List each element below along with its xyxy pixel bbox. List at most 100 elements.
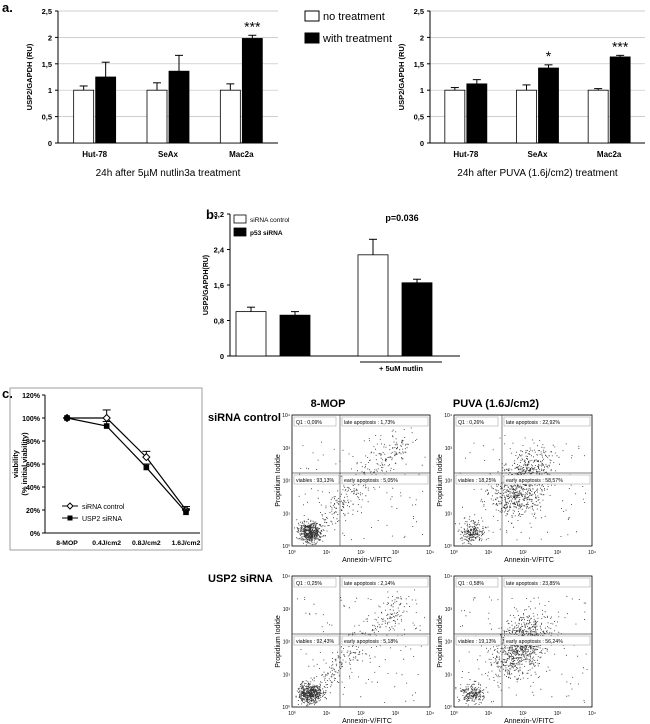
x-category-label: 0.4J/cm2 <box>92 540 121 547</box>
legend-swatch-no-treatment <box>304 10 320 22</box>
column-title: PUVA (1.6J/cm2) <box>453 398 540 410</box>
y-tick-label: 0,5 <box>414 113 424 122</box>
y-tick-label: 2,4 <box>214 246 225 255</box>
quadrant-label-q1: Q1 : 0,26% <box>458 420 484 426</box>
x-tick-label: 10⁰ <box>288 550 296 556</box>
y-tick-label: 1,6 <box>214 281 224 290</box>
x-tick-label: 10⁴ <box>426 550 434 556</box>
bar-with-treatment <box>168 70 190 144</box>
data-point-sirna-control <box>142 452 151 462</box>
y-tick-label: 10³ <box>283 607 291 613</box>
data-point-usp2-sirna <box>183 509 189 516</box>
panel-label-a: a. <box>2 0 13 15</box>
panel-label-b: b. <box>206 207 218 222</box>
x-category-label: Mac2a <box>229 150 254 159</box>
bar-with-treatment <box>95 76 117 144</box>
x-tick-label: 10¹ <box>485 711 493 717</box>
x-category-label: 8-MOP <box>56 540 78 547</box>
y-tick-label: 10⁴ <box>282 574 290 580</box>
y-axis-label: Propidium Iodide <box>437 454 444 507</box>
chart-c-viability: 0% 20% 40% 60% 80% 100% 120% viability (% initia… <box>9 387 203 551</box>
label-box <box>503 635 591 646</box>
data-point-usp2-sirna <box>103 423 110 429</box>
y-tick-label: 60% <box>26 462 41 469</box>
quadrant-label-early: early apoptosis : 56,24% <box>506 639 563 645</box>
bar-with-treatment <box>241 38 263 144</box>
bar-with-treatment <box>538 67 559 144</box>
flow-cytometry-grid: 8-MOP PUVA (1.6J/cm2) siRNA control USP2 si… <box>208 398 596 724</box>
y-tick-label: 0% <box>30 531 41 538</box>
x-tick-label: 10⁴ <box>426 711 434 717</box>
chart-frame <box>9 387 203 551</box>
y-tick-label: 10¹ <box>445 511 453 517</box>
legend-label-no-treatment: no treatment <box>323 11 385 23</box>
y-tick-label: 80% <box>26 439 41 446</box>
y-tick-label: 1 <box>420 86 424 95</box>
legend-label-p53-sirna: p53 siRNA <box>250 230 283 237</box>
quadrant-label-early: early apoptosis : 58,57% <box>506 478 563 484</box>
bar-no-treatment <box>444 89 466 144</box>
y-axis-label: USP2/GAPDH(RU) <box>203 255 210 315</box>
bar-p53-sirna <box>279 314 311 357</box>
y-tick-label: 10³ <box>283 446 291 452</box>
y-axis-label: Propidium Iodide <box>275 454 282 507</box>
bar-no-treatment <box>219 89 241 144</box>
y-tick-label: 2,5 <box>414 7 424 16</box>
x-tick-label: 10¹ <box>323 550 331 556</box>
y-tick-label: 0 <box>220 352 224 361</box>
label-box <box>341 416 429 427</box>
label-box <box>455 635 502 646</box>
chart-caption: 24h after PUVA (1.6j/cm2) treatment <box>457 168 618 179</box>
chart-b: 0 0,8 1,6 2,4 3,2 USP2/GAPDH(RU) + 5uM nutlin p… <box>203 210 460 373</box>
p-value-annotation: p=0.036 <box>385 213 418 223</box>
flow-plot: Q1 : 0,26% late apoptosis : 22,92% viables… <box>437 413 596 564</box>
label-box <box>455 577 499 588</box>
data-point-usp2-sirna <box>64 415 70 421</box>
flow-plot: Q1 : 0,09% late apoptosis : 1,73% viables … <box>275 413 434 564</box>
legend-swatch-with-treatment <box>304 32 320 44</box>
bar-with-treatment <box>609 56 631 144</box>
series-line-usp2-sirna <box>66 417 187 513</box>
x-tick-label: 10¹ <box>485 550 493 556</box>
y-tick-label: 10³ <box>445 446 453 452</box>
bar-no-treatment <box>73 89 95 144</box>
panel-label-c: c. <box>2 386 13 401</box>
legend-label-sirna-control: siRNA control <box>82 504 125 511</box>
x-tick-label: 10³ <box>554 550 562 556</box>
series-line-sirna-control <box>67 417 187 511</box>
x-tick-label: 10⁴ <box>588 550 596 556</box>
column-title: 8-MOP <box>311 398 346 410</box>
y-tick-label: 10⁰ <box>444 544 452 550</box>
x-axis-label: Annexin-V/FITC <box>342 557 392 564</box>
x-tick-label: 10¹ <box>323 711 331 717</box>
quadrant-label-viables: viables : 92,43% <box>296 639 334 645</box>
x-tick-label: 10³ <box>554 711 562 717</box>
x-category-label: 0.8J/cm2 <box>132 540 161 547</box>
legend-label-with-treatment: with treatment <box>322 33 392 45</box>
x-tick-label: 10² <box>357 711 365 717</box>
y-tick-label: 0,8 <box>214 317 224 326</box>
bar-sirna-control <box>357 254 389 357</box>
y-tick-label: 40% <box>26 485 41 492</box>
y-tick-label: 10³ <box>445 607 453 613</box>
quadrant-label-late: late apoptosis : 1,73% <box>344 420 395 426</box>
y-tick-label: 20% <box>26 508 41 515</box>
quadrant-label-q1: Q1 : 0,25% <box>296 581 322 587</box>
y-axis-label: viability <box>11 449 20 478</box>
scatter-dots <box>294 421 426 546</box>
x-axis-label: Annexin-V/FITC <box>504 557 554 564</box>
label-box <box>341 577 429 588</box>
y-tick-label: 10¹ <box>283 511 291 517</box>
bar-no-treatment <box>146 89 168 144</box>
legend-swatch-p53-sirna <box>233 227 247 237</box>
chart-a-right: 0 0,5 1 1,5 2 2,5 USP2/GAPDH (RU) Hut-78 SeAx * Ma… <box>397 7 645 179</box>
y-axis-label: USP2/GAPDH (RU) <box>25 43 34 110</box>
y-tick-label: 10⁰ <box>444 705 452 711</box>
x-tick-label: 10⁰ <box>450 550 458 556</box>
bar-p53-sirna <box>401 282 433 357</box>
bar-sirna-control <box>235 311 267 357</box>
label-box <box>293 416 337 427</box>
y-tick-label: 3,2 <box>214 210 224 219</box>
x-axis-label: Annexin-V/FITC <box>504 718 554 724</box>
quadrant-label-q1: Q1 : 0,09% <box>296 420 322 426</box>
